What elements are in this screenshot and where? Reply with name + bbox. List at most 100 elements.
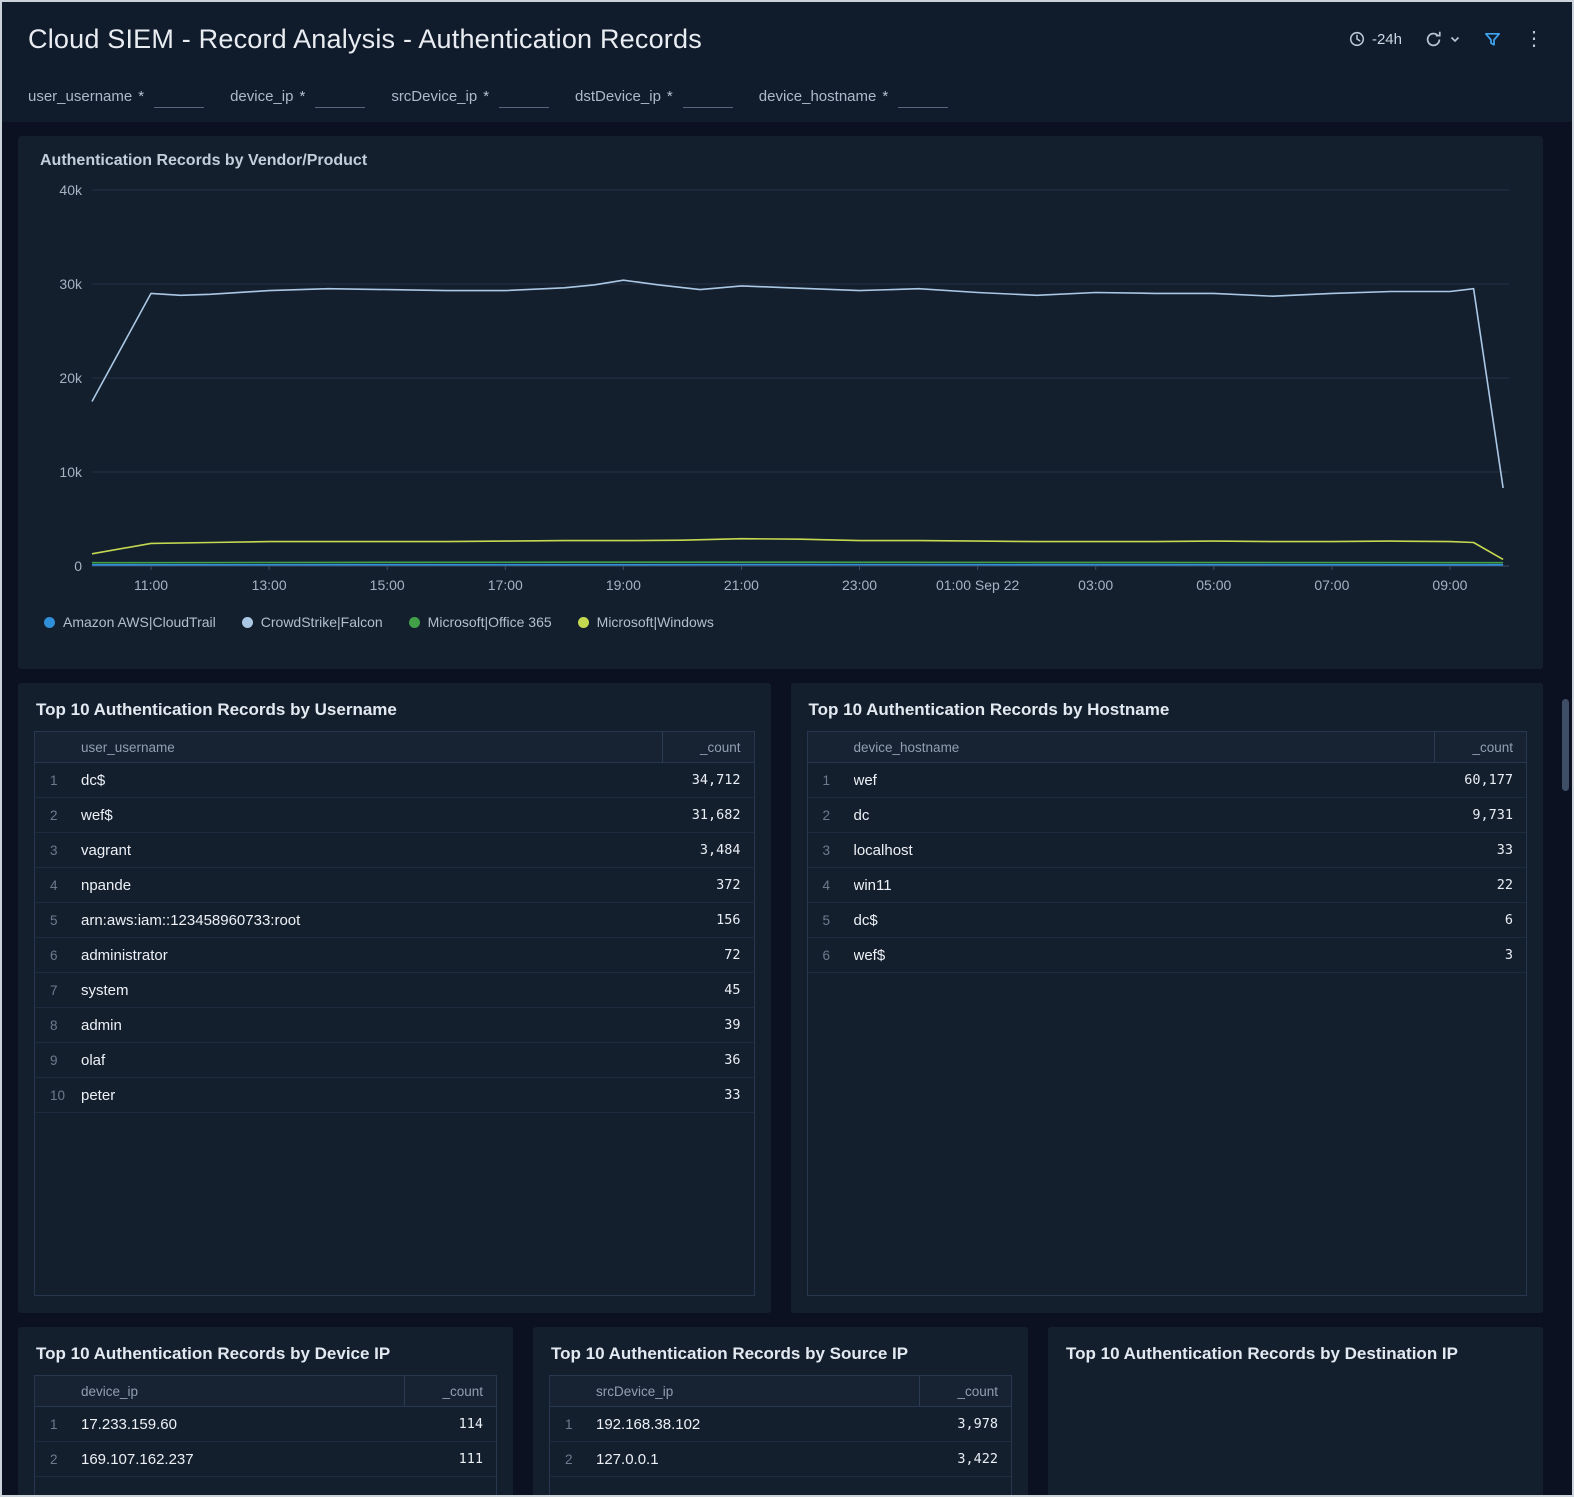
row-rank: 5 (50, 912, 58, 928)
row-count: 31,682 (691, 807, 741, 823)
row-value: wef$ (853, 946, 886, 964)
dashboard-header-area: Cloud SIEM - Record Analysis - Authentic… (2, 2, 1572, 122)
row-count: 22 (1496, 877, 1513, 893)
row-value: administrator (81, 946, 168, 964)
column-header-count[interactable]: _count (661, 732, 754, 762)
table-header: device_hostname _count (807, 732, 1526, 763)
row-value: 169.107.162.237 (81, 1450, 194, 1468)
row-count: 3 (1504, 947, 1513, 963)
table-row[interactable]: 5 dc$ 6 (807, 903, 1526, 938)
series-line (91, 279, 1504, 489)
table-row[interactable]: 4 npande 372 (35, 868, 754, 903)
row-value: dc$ (81, 771, 106, 789)
time-range-button[interactable]: -24h (1348, 30, 1402, 48)
x-tick-label: 17:00 (488, 577, 523, 593)
table-row[interactable]: 10 peter 33 (35, 1078, 754, 1113)
series-line (91, 537, 1504, 561)
row-value: win11 (853, 876, 892, 894)
filter-device-ip-input[interactable] (315, 87, 366, 108)
header-actions: -24h ⋮ (1348, 29, 1544, 49)
row-value: system (81, 981, 129, 999)
filter-device-hostname-input[interactable] (898, 87, 949, 108)
table-row[interactable]: 6 administrator 72 (35, 938, 754, 973)
panel-top-source-ip: Top 10 Authentication Records by Source … (533, 1327, 1028, 1495)
row-rank: 2 (50, 807, 58, 823)
row-rank: 2 (50, 1451, 58, 1467)
x-tick-label: 07:00 (1314, 577, 1349, 593)
table-row[interactable]: 1 192.168.38.102 3,978 (550, 1407, 1011, 1442)
row-value: peter (81, 1086, 116, 1104)
legend-item[interactable]: Microsoft|Windows (577, 614, 714, 630)
x-tick-label: 13:00 (252, 577, 287, 593)
source-ip-table: srcDevice_ip _count 1 192.168.38.102 3,978 2 1… (549, 1375, 1012, 1495)
column-header-device_ip[interactable]: device_ip (81, 1383, 139, 1399)
table-row[interactable]: 8 admin 39 (35, 1008, 754, 1043)
legend-item[interactable]: CrowdStrike|Falcon (241, 614, 383, 630)
legend-item[interactable]: Amazon AWS|CloudTrail (44, 614, 216, 630)
filter-label: dstDevice_ip (575, 88, 661, 105)
table-row[interactable]: 1 17.233.159.60 114 (35, 1407, 496, 1442)
filter-button[interactable] (1483, 30, 1502, 49)
row-rank: 4 (50, 877, 58, 893)
x-tick-label: 15:00 (370, 577, 405, 593)
table-row[interactable]: 1 wef 60,177 (807, 763, 1526, 798)
filter-funnel-icon (1484, 32, 1501, 46)
column-header-user_username[interactable]: user_username (81, 739, 175, 755)
vendor-product-chart[interactable]: 0 10k 20k 30k 40k 11:00 13:00 15:00 17:00 19:00 21… (34, 178, 1527, 610)
column-header-count[interactable]: _count (404, 1376, 496, 1406)
row-rank: 7 (50, 982, 58, 998)
table-row[interactable]: 4 win11 22 (807, 868, 1526, 903)
legend-dot (241, 616, 253, 628)
table-row[interactable]: 2 wef$ 31,682 (35, 798, 754, 833)
required-marker: * (666, 88, 673, 105)
row-value: arn:aws:iam::123458960733:root (81, 911, 301, 929)
table-row[interactable]: 5 arn:aws:iam::123458960733:root 156 (35, 903, 754, 938)
row-count: 39 (724, 1017, 741, 1033)
x-tick-label: 05:00 (1196, 577, 1231, 593)
more-menu-button[interactable]: ⋮ (1524, 29, 1544, 49)
legend-dot (577, 616, 589, 628)
table-row[interactable]: 3 vagrant 3,484 (35, 833, 754, 868)
row-value: 17.233.159.60 (81, 1415, 177, 1433)
table-row[interactable]: 2 169.107.162.237 111 (35, 1442, 496, 1477)
column-header-count[interactable]: _count (919, 1376, 1011, 1406)
row-count: 60,177 (1464, 772, 1513, 788)
row-count: 34,712 (691, 772, 741, 788)
required-marker: * (138, 88, 145, 105)
table-row[interactable]: 3 localhost 33 (807, 833, 1526, 868)
x-tick-label: 19:00 (606, 577, 641, 593)
legend-item[interactable]: Microsoft|Office 365 (408, 614, 552, 630)
table-row[interactable]: 2 dc 9,731 (807, 798, 1526, 833)
table-row[interactable]: 9 olaf 36 (35, 1043, 754, 1078)
refresh-icon (1426, 31, 1441, 46)
column-header-count[interactable]: _count (1434, 732, 1526, 762)
filter-srcDevice-ip-input[interactable] (499, 87, 550, 108)
table-row[interactable]: 6 wef$ 3 (807, 938, 1526, 973)
panel-title: Top 10 Authentication Records by Destina… (1066, 1344, 1458, 1363)
row-rank: 1 (565, 1416, 573, 1432)
row-value: olaf (81, 1051, 106, 1069)
row-count: 111 (458, 1451, 483, 1467)
row-count: 3,484 (699, 842, 741, 858)
table-row[interactable]: 1 dc$ 34,712 (35, 763, 754, 798)
table-row[interactable]: 7 system 45 (35, 973, 754, 1008)
row-rank: 1 (822, 772, 831, 788)
time-range-label: -24h (1371, 30, 1402, 48)
filter-user-username-input[interactable] (154, 87, 205, 108)
scrollbar-thumb[interactable] (1562, 699, 1569, 791)
y-tick-label: 10k (59, 464, 83, 480)
row-value: 192.168.38.102 (596, 1415, 701, 1433)
refresh-button[interactable] (1424, 30, 1461, 49)
column-header-srcDevice_ip[interactable]: srcDevice_ip (596, 1383, 674, 1399)
x-tick-label: 21:00 (724, 577, 759, 593)
table-header: user_username _count (35, 732, 754, 763)
row-value: localhost (853, 841, 913, 859)
row-rank: 5 (822, 912, 831, 928)
filter-dstDevice-ip-input[interactable] (682, 87, 733, 108)
row-value: dc (853, 806, 870, 824)
column-header-device_hostname[interactable]: device_hostname (853, 739, 960, 755)
table-row[interactable]: 2 127.0.0.1 3,422 (550, 1442, 1011, 1477)
filter-label: user_username (28, 88, 133, 105)
username-table: user_username _count 1 dc$ 34,712 2 wef$ 31,682… (34, 731, 755, 1296)
